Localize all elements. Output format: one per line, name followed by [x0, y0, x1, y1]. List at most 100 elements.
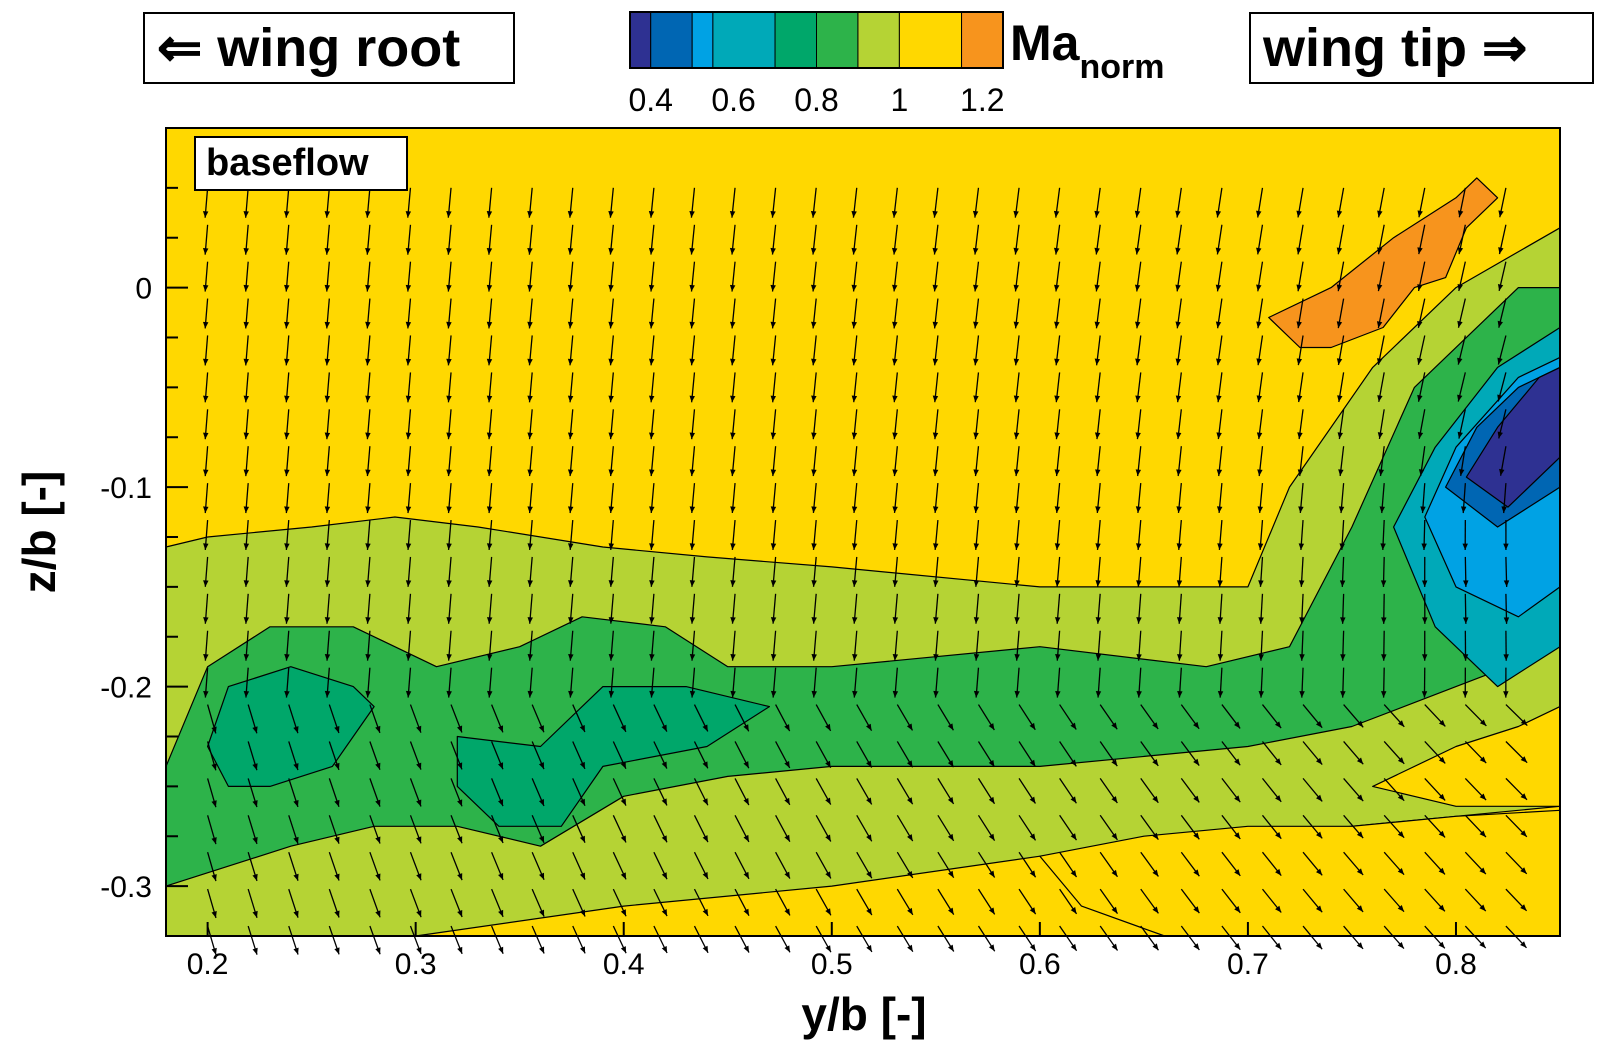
velocity-vector: [1503, 630, 1509, 661]
velocity-vector: [693, 851, 709, 880]
velocity-vector: [1298, 519, 1305, 550]
velocity-vector: [1215, 187, 1223, 218]
velocity-vector: [1299, 630, 1305, 661]
velocity-vector: [328, 778, 340, 808]
velocity-vector: [1134, 224, 1142, 255]
velocity-vector: [1417, 335, 1426, 365]
velocity-vector: [1095, 593, 1102, 624]
velocity-vector: [1257, 446, 1264, 477]
velocity-vector: [977, 778, 996, 805]
velocity-vector: [1176, 556, 1183, 587]
velocity-vector: [653, 704, 668, 732]
velocity-vector: [1462, 667, 1468, 698]
velocity-vector: [689, 224, 696, 255]
velocity-vector: [1261, 741, 1282, 766]
velocity-vector: [693, 888, 709, 917]
velocity-vector: [608, 224, 614, 255]
velocity-vector: [1302, 888, 1323, 913]
velocity-vector: [730, 409, 736, 440]
velocity-vector: [1136, 667, 1142, 698]
velocity-vector: [491, 741, 504, 770]
velocity-vector: [1013, 298, 1020, 329]
velocity-vector: [775, 814, 791, 843]
velocity-vector: [450, 778, 463, 807]
velocity-vector: [973, 630, 980, 661]
velocity-vector: [1059, 814, 1078, 841]
velocity-vector: [972, 187, 980, 218]
velocity-vector: [288, 815, 299, 845]
velocity-vector: [1457, 187, 1466, 218]
velocity-vector: [1055, 630, 1061, 661]
velocity-vector: [206, 778, 217, 808]
velocity-vector: [937, 925, 955, 952]
x-tick-label: 0.7: [1227, 948, 1269, 981]
velocity-vector: [937, 814, 955, 842]
velocity-vector: [1424, 741, 1446, 764]
colorbar-swatch: [629, 11, 652, 69]
velocity-vector: [446, 335, 452, 366]
velocity-vector: [365, 667, 371, 698]
velocity-vector: [1180, 814, 1200, 840]
velocity-vector: [1094, 409, 1101, 440]
velocity-vector: [1176, 483, 1182, 514]
velocity-vector: [932, 483, 939, 514]
velocity-vector: [1505, 741, 1528, 764]
velocity-vector: [770, 224, 777, 255]
velocity-vector: [486, 261, 493, 292]
velocity-vector: [689, 335, 696, 366]
velocity-vector: [247, 925, 258, 955]
velocity-vector: [1014, 483, 1020, 514]
velocity-vector: [288, 852, 299, 881]
velocity-vector: [1464, 888, 1487, 912]
contour-regions: [165, 177, 1561, 937]
velocity-vector: [1457, 224, 1466, 255]
velocity-vector: [1095, 630, 1102, 661]
velocity-vector: [1383, 777, 1405, 802]
velocity-vector: [409, 704, 422, 733]
velocity-vector: [405, 483, 412, 514]
velocity-vector: [608, 372, 614, 403]
velocity-vector: [734, 741, 750, 769]
velocity-vector: [1457, 335, 1466, 365]
x-tick-label: 0.8: [1435, 948, 1477, 981]
velocity-vector: [1297, 409, 1304, 440]
velocity-vector: [567, 446, 574, 477]
velocity-vector: [693, 815, 709, 843]
velocity-vector: [288, 925, 299, 955]
velocity-vector: [1302, 814, 1323, 839]
velocity-vector: [608, 187, 614, 218]
velocity-vector: [324, 556, 331, 587]
velocity-vector: [729, 261, 736, 292]
x-tick-label: 0.3: [395, 948, 437, 981]
velocity-vector: [1302, 704, 1323, 729]
velocity-vector: [365, 372, 371, 403]
velocity-vector: [1221, 888, 1241, 914]
velocity-vector: [937, 741, 955, 768]
velocity-vector: [1261, 925, 1282, 950]
velocity-vector: [1054, 519, 1061, 550]
velocity-vector: [649, 556, 655, 587]
velocity-vector: [608, 556, 615, 587]
velocity-vector: [730, 667, 736, 698]
colorbar-swatch: [961, 11, 1004, 69]
velocity-vector: [1337, 409, 1345, 440]
velocity-vector: [1180, 704, 1200, 730]
velocity-vector: [365, 593, 371, 624]
velocity-vector: [1383, 814, 1405, 839]
velocity-vector: [487, 667, 493, 698]
velocity-vector: [815, 778, 832, 805]
velocity-vector: [1421, 556, 1428, 587]
velocity-vector: [328, 925, 340, 955]
velocity-vector: [1217, 667, 1224, 698]
velocity-vector: [446, 409, 452, 440]
velocity-vector: [1464, 851, 1487, 875]
velocity-vector: [1417, 261, 1426, 292]
velocity-vector: [852, 593, 858, 624]
velocity-vector: [1343, 851, 1364, 876]
velocity-vector: [810, 224, 817, 255]
velocity-vector: [1018, 814, 1037, 841]
velocity-vector: [892, 667, 899, 698]
velocity-vector: [527, 556, 533, 587]
velocity-vector: [770, 630, 777, 661]
velocity-vector: [243, 630, 250, 661]
